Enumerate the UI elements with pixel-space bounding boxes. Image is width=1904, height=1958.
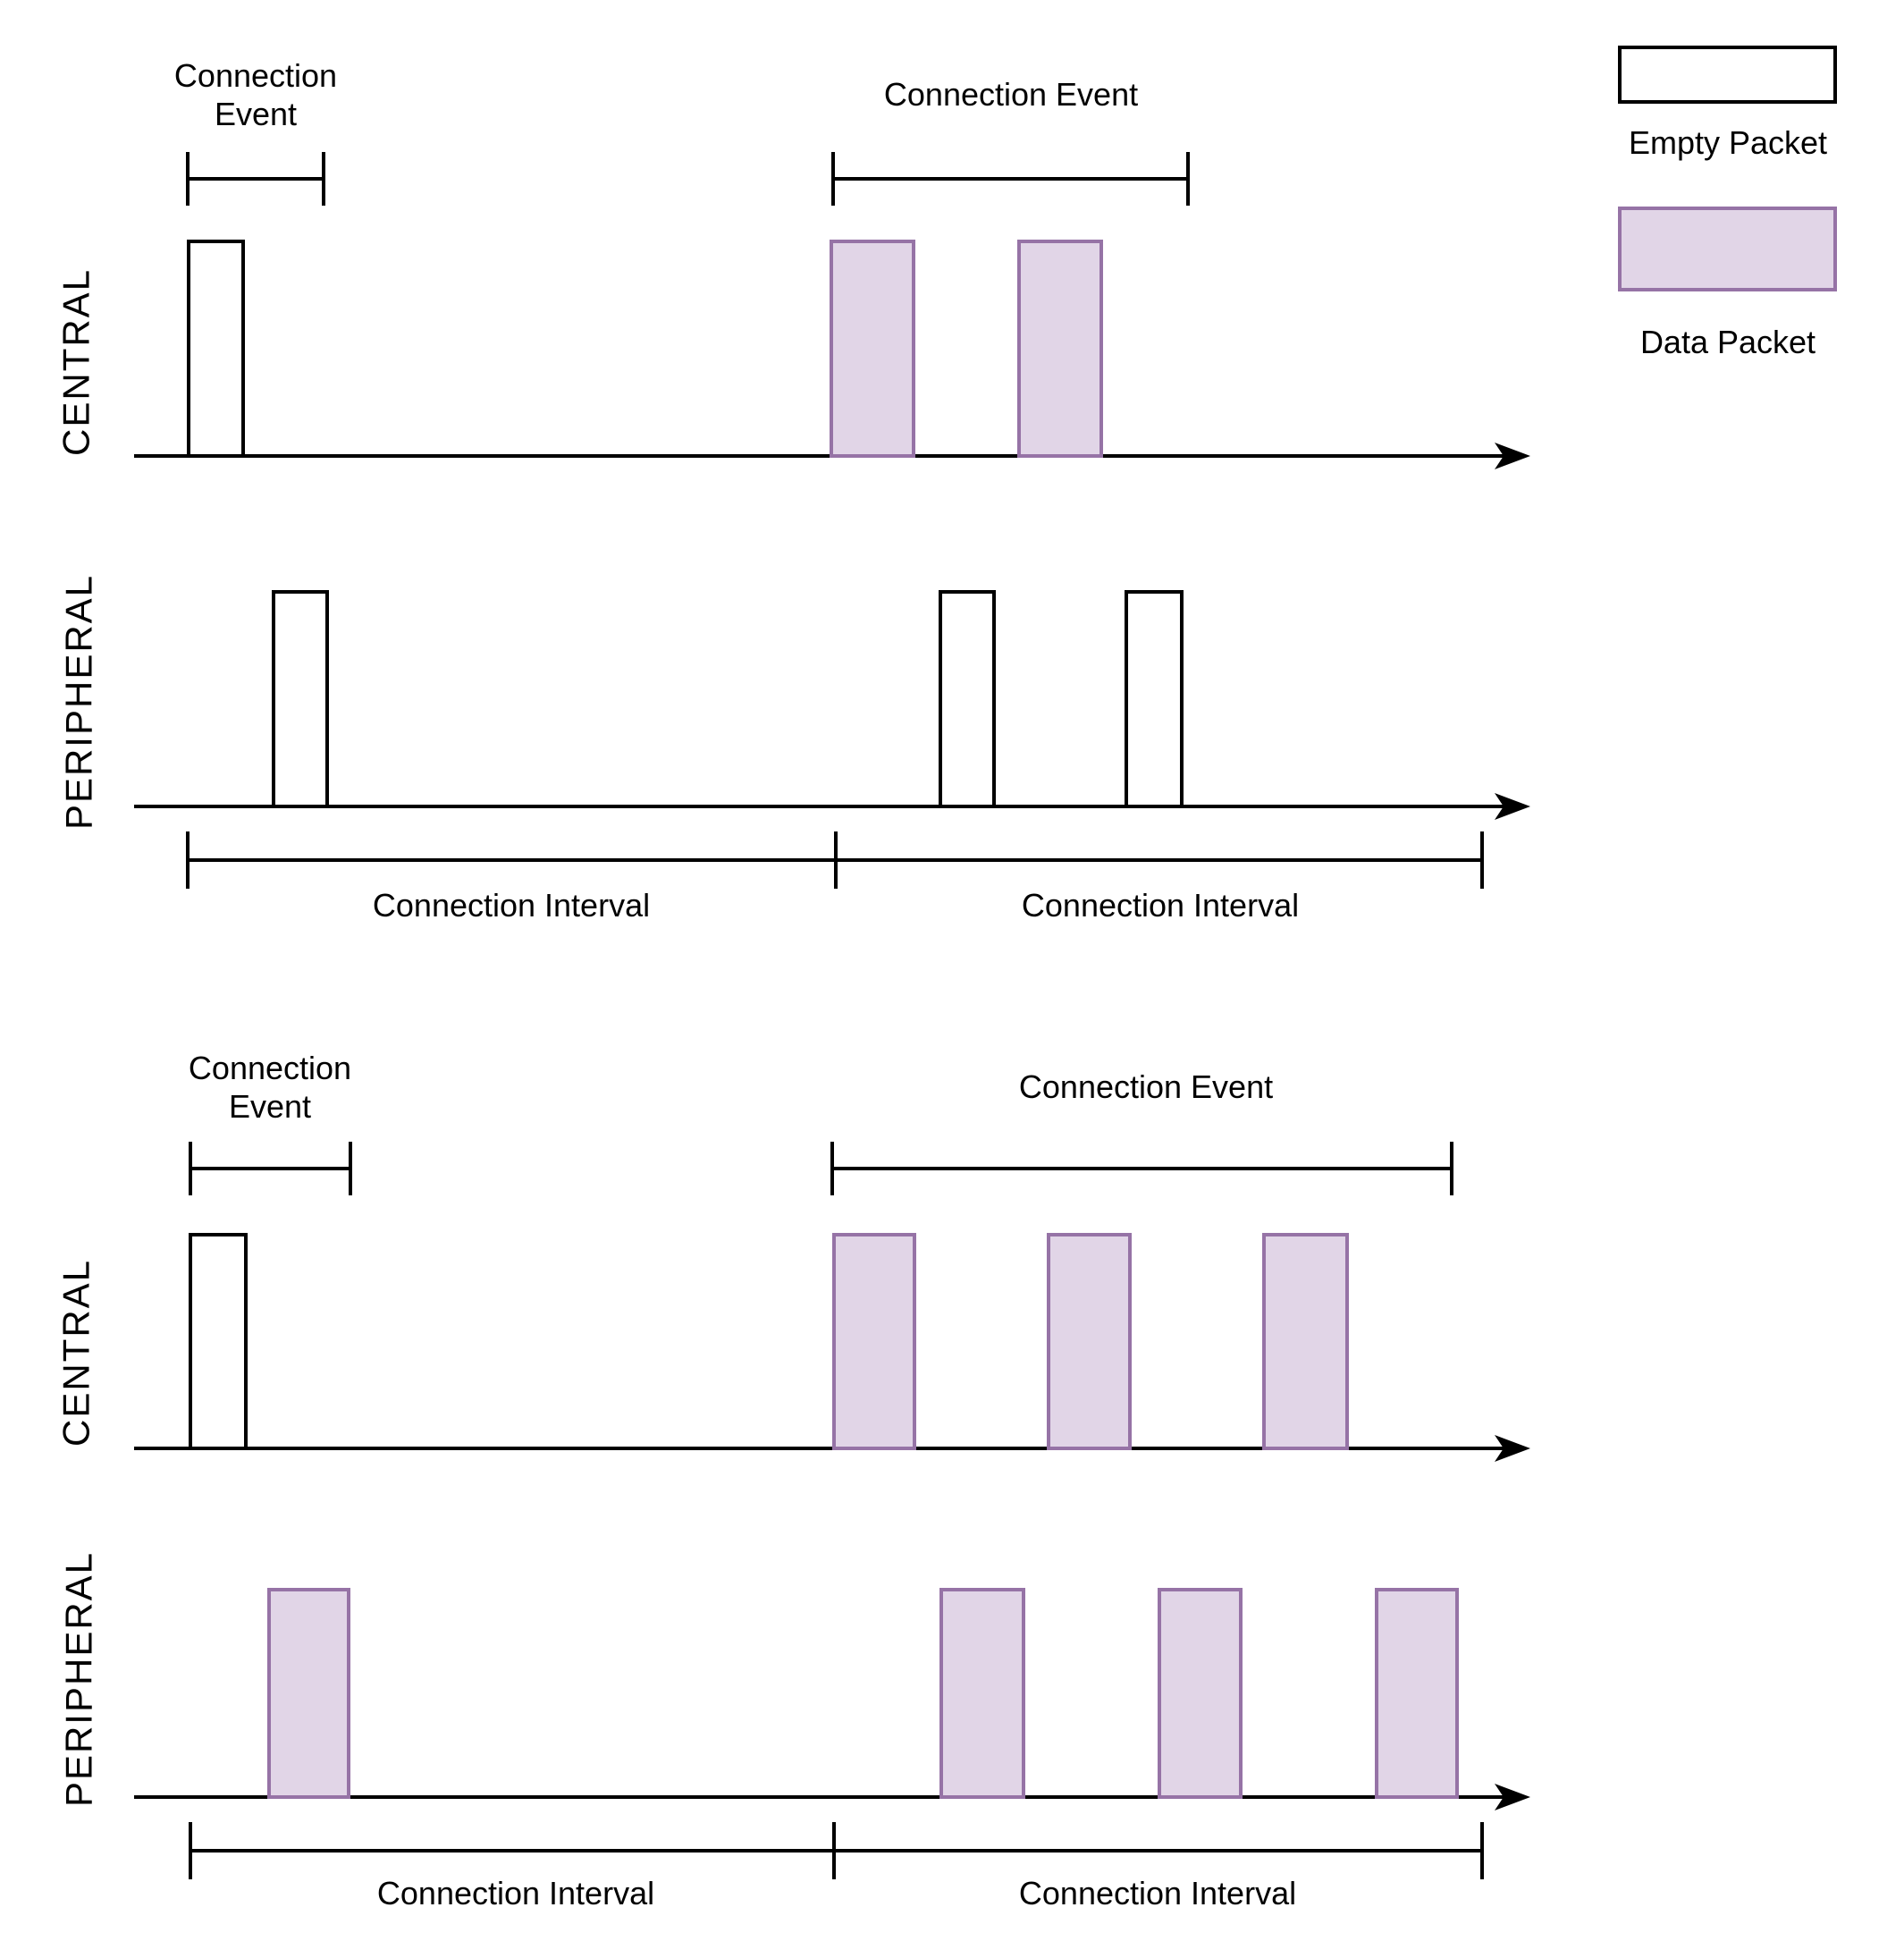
connection-interval-label: Connection Interval [373,887,650,924]
timeline-arrowhead-icon [1495,793,1530,820]
data-packet [1262,1233,1349,1450]
data-packet [832,1233,916,1450]
connection-event-bracket [831,152,1190,206]
connection-event-bracket [830,1142,1453,1195]
timeline-row-peripheral: PERIPHERAL [58,574,1530,830]
connection-interval-bracket [186,831,838,889]
empty-packet [187,240,245,458]
row-label-peripheral: PERIPHERAL [58,574,100,830]
data-packet [1158,1588,1243,1799]
empty-packet [189,1233,248,1450]
connection-event-label: Connection [174,57,337,94]
connection-event-label: Connection Event [884,76,1138,113]
data-packet [1017,240,1103,458]
connection-event-bracket [189,1142,352,1195]
legend-swatch-empty-packet [1618,46,1837,104]
connection-interval-bracket [832,1822,1484,1879]
legend-label-empty-packet: Empty Packet [1629,124,1827,161]
connection-event-label: Event [229,1088,311,1125]
connection-interval-bracket [189,1822,836,1879]
timeline-arrowhead-icon [1495,1784,1530,1810]
data-packet [939,1588,1025,1799]
connection-interval-label: Connection Interval [377,1875,654,1912]
row-label-central: CENTRAL [55,268,97,456]
connection-event-label: Event [215,96,297,132]
data-packet [830,240,915,458]
legend: Empty Packet Data Packet [1618,46,1837,360]
timeline-row-central: CENTRAL [55,240,1530,469]
data-packet [267,1588,350,1799]
row-label-central: CENTRAL [55,1259,97,1447]
connection-event-label: Connection Event [1019,1068,1273,1105]
legend-label-data-packet: Data Packet [1640,324,1816,360]
connection-event-bracket [186,152,325,206]
empty-packet [1125,590,1184,808]
connection-event-label: Connection [189,1050,351,1086]
empty-packet [939,590,996,808]
timeline-row-central: CENTRAL [55,1233,1530,1462]
connection-interval-label: Connection Interval [1019,1875,1296,1912]
data-packet [1047,1233,1132,1450]
timeline-arrowhead-icon [1495,443,1530,469]
connection-interval-bracket [834,831,1484,889]
timeline-row-peripheral: PERIPHERAL [58,1551,1530,1810]
empty-packet [272,590,329,808]
connection-interval-label: Connection Interval [1022,887,1299,924]
row-label-peripheral: PERIPHERAL [58,1551,100,1807]
legend-swatch-data-packet [1618,207,1837,291]
data-packet [1375,1588,1459,1799]
timeline-arrowhead-icon [1495,1435,1530,1462]
